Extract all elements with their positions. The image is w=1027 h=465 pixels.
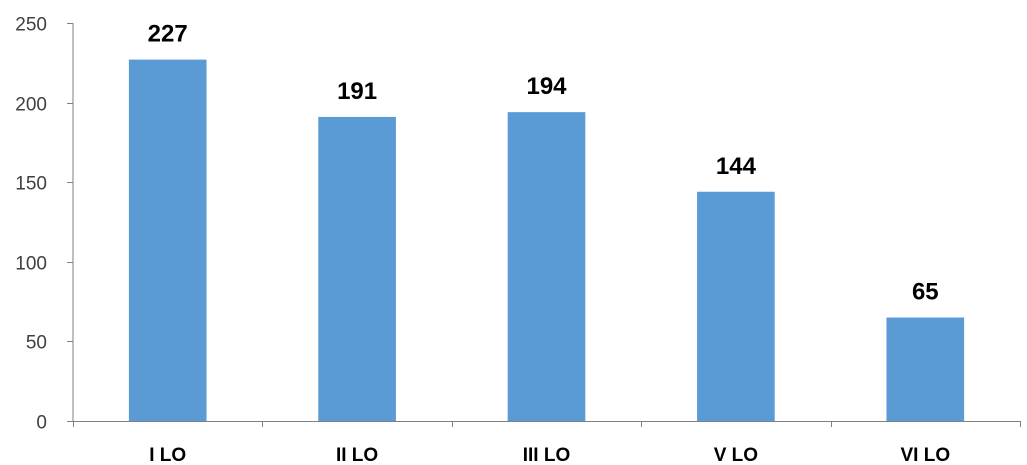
y-tick-label: 50 bbox=[26, 333, 47, 354]
data-labels-group: 227 191 194 144 65 bbox=[148, 21, 939, 306]
bar-v-lo bbox=[697, 191, 775, 421]
bar-i-lo bbox=[128, 59, 207, 422]
bar-ii-lo bbox=[318, 116, 396, 421]
x-tick-label: VI LO bbox=[900, 445, 950, 465]
bar-vi-lo bbox=[886, 317, 965, 421]
data-label: 227 bbox=[148, 21, 188, 48]
y-tick-label: 250 bbox=[15, 15, 47, 36]
bar-iii-lo bbox=[507, 112, 586, 421]
y-axis: 0 50 100 150 200 250 bbox=[15, 15, 74, 434]
data-label: 191 bbox=[337, 78, 377, 105]
x-tick-label: II LO bbox=[336, 445, 378, 465]
data-label: 194 bbox=[526, 73, 567, 100]
x-tick-label: V LO bbox=[714, 445, 758, 465]
y-tick-label: 0 bbox=[36, 413, 47, 434]
data-label: 65 bbox=[912, 279, 939, 306]
y-tick-label: 150 bbox=[15, 174, 47, 195]
data-label: 144 bbox=[716, 153, 757, 180]
x-tick-label: III LO bbox=[523, 445, 571, 465]
y-tick-label: 200 bbox=[15, 95, 47, 116]
x-axis: I LO II LO III LO V LO VI LO bbox=[73, 421, 1021, 465]
y-tick-label: 100 bbox=[15, 254, 47, 275]
bars-group bbox=[128, 59, 965, 422]
x-tick-label: I LO bbox=[149, 445, 186, 465]
